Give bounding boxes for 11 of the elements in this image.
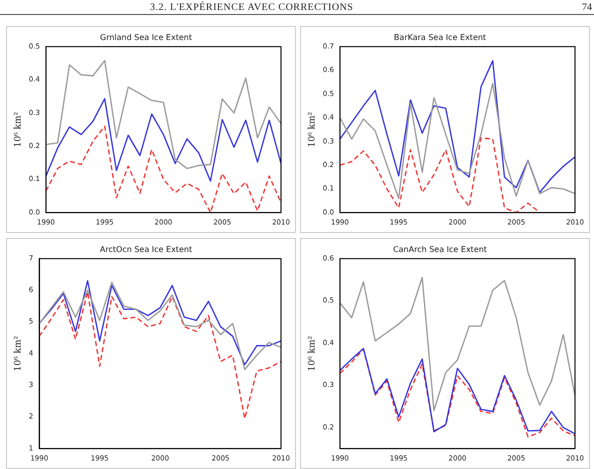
- y-axis-title: 10⁶ km²: [308, 111, 318, 148]
- chart-title: CanArch Sea Ice Extent: [393, 244, 487, 254]
- chart-title: BarKara Sea Ice Extent: [394, 32, 486, 42]
- chart-title: ArctOcn Sea Ice Extent: [100, 244, 192, 254]
- y-axis-title: 10⁶ km²: [14, 111, 24, 148]
- text: 74: [582, 2, 592, 14]
- chart-title: Grnland Sea Ice Extent: [100, 32, 192, 42]
- text: 3.2. L'EXPÉRIENCE AVEC CORRECTIONS: [150, 2, 354, 14]
- line-series: [39, 291, 281, 420]
- y-axis-title: 10⁶ km²: [308, 335, 318, 372]
- y-axis-title: 10⁶ km²: [14, 335, 24, 372]
